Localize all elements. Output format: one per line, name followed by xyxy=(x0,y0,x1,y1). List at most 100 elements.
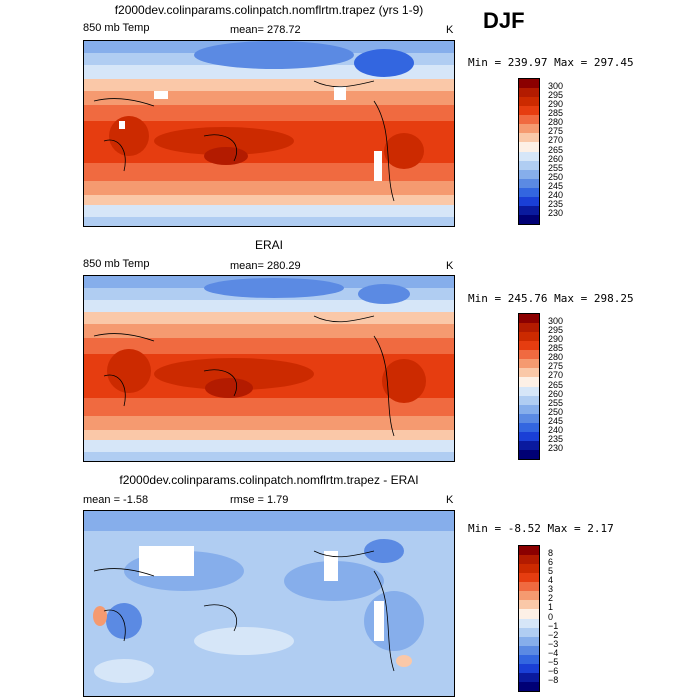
colorbar-segment xyxy=(519,187,539,197)
panel-2-mean-label: mean= 280.29 xyxy=(230,260,301,272)
season-label: DJF xyxy=(483,8,525,33)
colorbar-tick-label: −2 xyxy=(548,629,559,640)
panel-1-map xyxy=(83,40,455,227)
colorbar-segment xyxy=(519,609,539,619)
colorbar-tick-label: −5 xyxy=(548,656,559,667)
panel-3-map xyxy=(83,510,455,697)
panel-2-variable-label: 850 mb Temp xyxy=(83,258,150,270)
colorbar-tick-label: 265 xyxy=(548,144,564,155)
colorbar-segment xyxy=(519,591,539,601)
panel-1-title: f2000dev.colinparams.colinpatch.nomflrtm… xyxy=(114,3,424,17)
colorbar-tick-label: 245 xyxy=(548,415,564,426)
colorbar-segment xyxy=(519,573,539,583)
colorbar-tick-label: 295 xyxy=(548,325,564,336)
colorbar-segment xyxy=(519,404,539,414)
colorbar-tick-label: 280 xyxy=(548,352,564,363)
panel-2-minmax: Min = 245.76 Max = 298.25 xyxy=(468,292,634,305)
colorbar-tick-label: 260 xyxy=(548,153,564,164)
colorbar-segment xyxy=(519,627,539,637)
panel-2-map xyxy=(83,275,455,462)
colorbar-tick-label: 0 xyxy=(548,611,554,622)
colorbar-tick-label: 1 xyxy=(548,602,554,613)
panel-3-mean-label: mean = -1.58 xyxy=(83,494,149,506)
panel-3-rmse-label: rmse = 1.79 xyxy=(230,494,289,506)
colorbar-segment xyxy=(519,582,539,592)
panel-3-colorbar xyxy=(518,545,540,692)
colorbar-segment xyxy=(519,431,539,441)
colorbar-segment xyxy=(519,600,539,610)
colorbar-segment xyxy=(519,106,539,116)
colorbar-tick-label: 265 xyxy=(548,379,564,390)
colorbar-tick-label: 275 xyxy=(548,126,564,137)
panel-3-units-label: K xyxy=(446,494,454,506)
colorbar-tick-label: 5 xyxy=(548,566,554,577)
panel-1-mean-label: mean= 278.72 xyxy=(230,24,301,36)
colorbar-tick-label: 255 xyxy=(548,162,564,173)
colorbar-tick-label: −3 xyxy=(548,638,559,649)
colorbar-tick-label: 285 xyxy=(548,343,564,354)
colorbar-segment xyxy=(519,323,539,333)
colorbar-segment xyxy=(519,654,539,664)
colorbar-tick-label: 235 xyxy=(548,198,564,209)
colorbar-tick-label: 6 xyxy=(548,557,554,568)
colorbar-tick-label: 255 xyxy=(548,397,564,408)
colorbar-tick-label: 245 xyxy=(548,180,564,191)
colorbar-tick-label: 4 xyxy=(548,575,554,586)
colorbar-tick-label: 240 xyxy=(548,424,564,435)
panel-3-minmax: Min = -8.52 Max = 2.17 xyxy=(468,522,614,535)
panel-2-title: ERAI xyxy=(254,238,283,252)
colorbar-tick-label: 290 xyxy=(548,334,564,345)
colorbar-tick-label: −4 xyxy=(548,647,559,658)
colorbar-segment xyxy=(519,359,539,369)
colorbar-segment xyxy=(519,636,539,646)
colorbar-segment xyxy=(519,413,539,423)
colorbar-segment xyxy=(519,88,539,98)
panel-2-colorbar xyxy=(518,313,540,460)
panel-1-colorbar xyxy=(518,78,540,225)
colorbar-segment xyxy=(519,564,539,574)
colorbar-segment xyxy=(519,133,539,143)
colorbar-tick-label: −6 xyxy=(548,665,559,676)
colorbar-segment xyxy=(519,151,539,161)
panel-1-variable-label: 850 mb Temp xyxy=(83,22,150,34)
colorbar-tick-label: 300 xyxy=(548,316,564,327)
colorbar-tick-label: 250 xyxy=(548,406,564,417)
panel-2-units-label: K xyxy=(446,260,454,272)
colorbar-tick-label: 280 xyxy=(548,117,564,128)
colorbar-tick-label: 235 xyxy=(548,433,564,444)
colorbar-segment xyxy=(519,618,539,628)
colorbar-tick-label: −1 xyxy=(548,620,559,631)
colorbar-segment xyxy=(519,546,539,556)
colorbar-segment xyxy=(519,97,539,107)
colorbar-segment xyxy=(519,350,539,360)
colorbar-tick-label: 260 xyxy=(548,388,564,399)
colorbar-tick-label: 230 xyxy=(548,442,564,453)
colorbar-segment xyxy=(519,395,539,405)
colorbar-segment xyxy=(519,672,539,682)
colorbar-tick-label: 295 xyxy=(548,90,564,101)
colorbar-tick-label: −8 xyxy=(548,674,559,685)
panel-1-units-label: K xyxy=(446,24,454,36)
colorbar-tick-label: 290 xyxy=(548,99,564,110)
colorbar-tick-label: 275 xyxy=(548,361,564,372)
colorbar-segment xyxy=(519,332,539,342)
colorbar-tick-label: 300 xyxy=(548,81,564,92)
colorbar-segment xyxy=(519,681,539,691)
colorbar-segment xyxy=(519,205,539,215)
colorbar-tick-label: 3 xyxy=(548,584,554,595)
colorbar-tick-label: 240 xyxy=(548,189,564,200)
colorbar-tick-label: 8 xyxy=(548,548,554,559)
colorbar-segment xyxy=(519,386,539,396)
colorbar-segment xyxy=(519,449,539,459)
colorbar-segment xyxy=(519,422,539,432)
colorbar-tick-label: 270 xyxy=(548,135,564,146)
panel-3-title: f2000dev.colinparams.colinpatch.nomflrtm… xyxy=(119,473,419,487)
colorbar-segment xyxy=(519,178,539,188)
panel-1-minmax: Min = 239.97 Max = 297.45 xyxy=(468,56,634,69)
colorbar-tick-label: 250 xyxy=(548,171,564,182)
colorbar-segment xyxy=(519,341,539,351)
colorbar-segment xyxy=(519,214,539,224)
colorbar-tick-label: 230 xyxy=(548,207,564,218)
colorbar-segment xyxy=(519,663,539,673)
colorbar-segment xyxy=(519,142,539,152)
